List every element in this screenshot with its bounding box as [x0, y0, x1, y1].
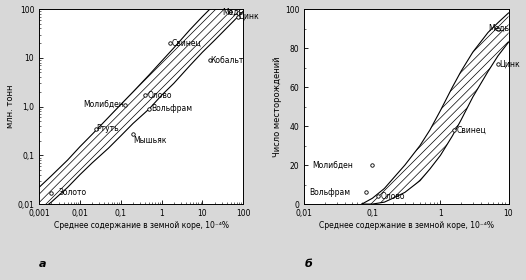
Text: Медь: Медь — [488, 24, 509, 33]
Text: а: а — [39, 259, 47, 269]
Text: Ртуть: Ртуть — [96, 124, 119, 133]
Text: Молибден: Молибден — [312, 160, 353, 170]
Text: Медь: Медь — [222, 8, 243, 17]
Y-axis label: млн. тонн: млн. тонн — [6, 85, 15, 128]
Text: Кобальт: Кобальт — [211, 55, 244, 65]
X-axis label: Среднее содержание в земной коре, 10⁻⁴%: Среднее содержание в земной коре, 10⁻⁴% — [319, 221, 494, 230]
X-axis label: Среднее содержание в земной коре, 10⁻⁴%: Среднее содержание в земной коре, 10⁻⁴% — [54, 221, 229, 230]
Text: Олово: Олово — [147, 91, 172, 100]
Text: б: б — [305, 259, 312, 269]
Text: Мышьяк: Мышьяк — [133, 136, 167, 145]
Y-axis label: Число месторождений: Число месторождений — [273, 56, 282, 157]
Text: Цинк: Цинк — [499, 59, 520, 68]
Text: Свинец: Свинец — [172, 39, 202, 48]
Text: Олово: Олово — [380, 192, 404, 201]
Text: Свинец: Свинец — [456, 125, 486, 134]
Text: Вольфрам: Вольфрам — [310, 188, 351, 197]
Text: Цинк: Цинк — [238, 12, 259, 21]
Text: Молибден: Молибден — [83, 100, 124, 109]
Text: Золото: Золото — [58, 188, 87, 197]
Text: Вольфрам: Вольфрам — [151, 104, 192, 113]
